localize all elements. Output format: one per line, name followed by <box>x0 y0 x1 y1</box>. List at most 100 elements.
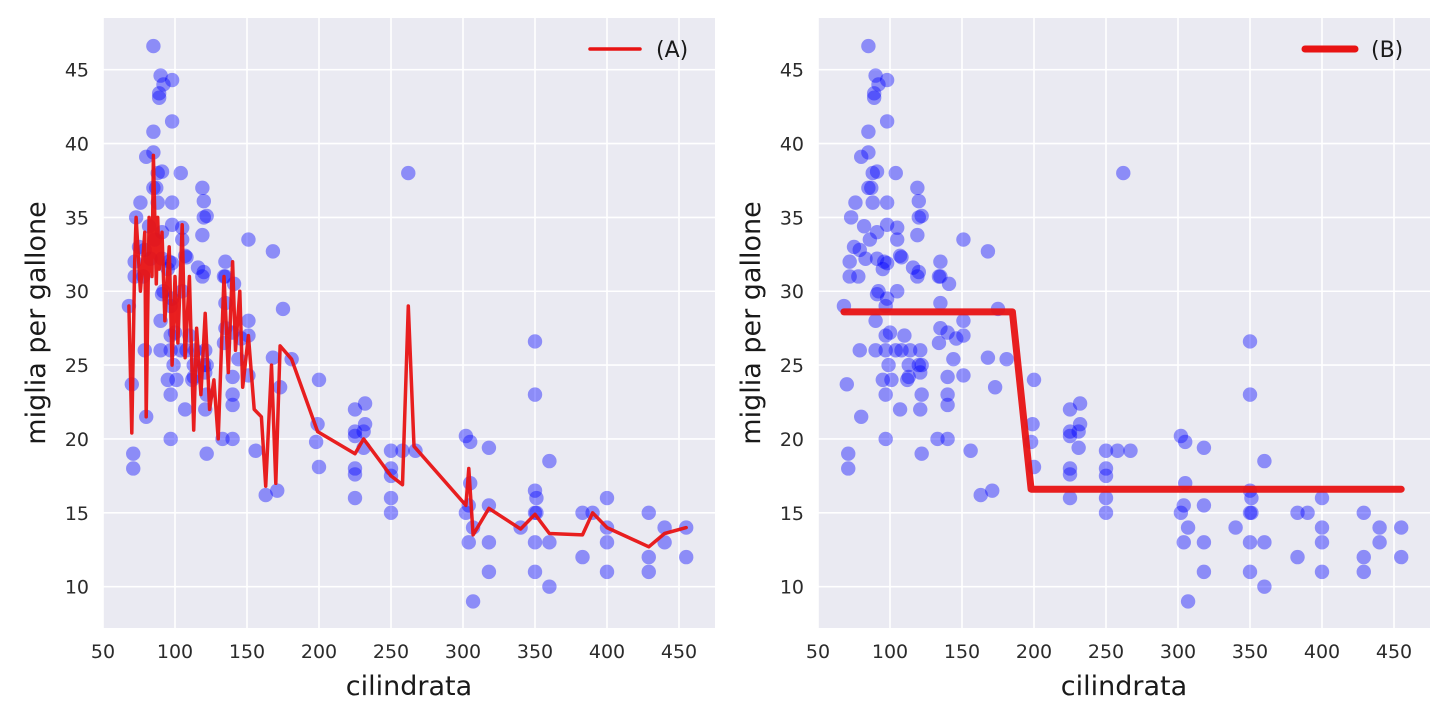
data-point <box>846 239 862 255</box>
data-point <box>861 124 876 139</box>
x-axis-label: cilindrata <box>1061 671 1187 702</box>
data-point <box>878 387 893 402</box>
data-point <box>1071 440 1086 456</box>
x-tick-label: 200 <box>1016 641 1052 663</box>
y-tick-label: 10 <box>780 577 804 599</box>
data-point <box>1123 443 1138 458</box>
data-point <box>946 351 961 367</box>
data-point <box>894 250 909 265</box>
data-point <box>902 343 918 358</box>
data-point <box>871 77 886 92</box>
data-point <box>146 145 161 160</box>
data-point <box>575 505 590 520</box>
y-tick-label: 25 <box>65 355 89 377</box>
data-point <box>878 328 893 343</box>
plot-area <box>121 38 694 609</box>
data-point <box>858 251 873 266</box>
data-point <box>940 397 955 413</box>
data-point <box>311 459 327 475</box>
data-point <box>869 251 885 266</box>
data-point <box>146 124 161 139</box>
y-axis-label: miglia per gallone <box>736 201 767 444</box>
data-point <box>1072 396 1088 411</box>
data-point <box>1062 461 1078 476</box>
data-point <box>890 232 905 247</box>
data-point <box>852 343 867 358</box>
data-point <box>347 402 363 417</box>
data-point <box>151 90 167 105</box>
y-tick-label: 20 <box>780 429 804 451</box>
data-point <box>910 227 925 243</box>
data-point <box>864 180 879 196</box>
data-point <box>481 440 497 456</box>
data-point <box>225 431 240 447</box>
data-point <box>275 301 291 317</box>
data-point <box>527 535 543 550</box>
data-point <box>126 446 141 461</box>
data-point <box>1196 564 1212 580</box>
data-point <box>527 483 543 498</box>
data-point <box>173 165 188 181</box>
data-point <box>641 505 656 520</box>
data-point <box>878 431 893 447</box>
data-point <box>933 254 948 269</box>
data-point <box>527 387 543 402</box>
data-point <box>1356 549 1371 565</box>
data-point <box>196 264 211 280</box>
data-point <box>941 276 957 292</box>
data-point <box>879 72 895 88</box>
data-point <box>1071 424 1086 439</box>
data-point <box>164 217 180 232</box>
data-point <box>985 483 1000 498</box>
data-point <box>1242 505 1258 520</box>
data-point <box>126 461 141 476</box>
data-point <box>599 535 615 550</box>
data-point <box>1178 434 1193 450</box>
y-tick-label: 30 <box>780 281 804 303</box>
data-point <box>888 165 903 181</box>
data-point <box>980 244 996 259</box>
data-point <box>933 295 948 311</box>
x-tick-label: 450 <box>1376 641 1412 663</box>
data-point <box>1242 387 1258 402</box>
data-point <box>980 350 996 365</box>
data-point <box>383 490 399 506</box>
data-point <box>933 269 948 284</box>
data-point <box>1244 490 1259 506</box>
data-point <box>1062 402 1078 417</box>
data-point <box>1180 520 1196 535</box>
data-point <box>892 248 908 263</box>
data-point <box>1196 498 1212 513</box>
y-tick-label: 45 <box>780 60 804 82</box>
data-point <box>1314 535 1330 550</box>
data-point <box>401 165 416 181</box>
data-point <box>1098 490 1114 506</box>
data-point <box>856 219 872 234</box>
data-point <box>163 431 178 447</box>
data-point <box>308 434 324 450</box>
data-point <box>851 269 866 284</box>
y-tick-label: 40 <box>65 134 89 156</box>
data-point <box>869 224 885 240</box>
data-point <box>940 387 955 402</box>
data-point <box>1196 535 1212 550</box>
fit-line <box>127 153 688 549</box>
data-point <box>940 369 955 385</box>
data-point <box>1072 416 1088 432</box>
legend: (A) <box>588 38 688 63</box>
data-point <box>911 193 926 209</box>
x-tick-label: 150 <box>229 641 265 663</box>
data-point <box>877 254 892 269</box>
data-point <box>463 434 478 450</box>
fit-line <box>840 308 1405 493</box>
data-point <box>481 535 497 550</box>
data-point <box>884 372 899 388</box>
data-point <box>987 380 1003 395</box>
data-point <box>265 244 281 259</box>
data-point <box>956 313 971 328</box>
plot-area <box>836 38 1409 609</box>
x-tick-label: 50 <box>806 641 830 663</box>
y-tick-label: 20 <box>65 429 89 451</box>
data-point <box>1257 453 1272 469</box>
data-point <box>599 564 615 580</box>
